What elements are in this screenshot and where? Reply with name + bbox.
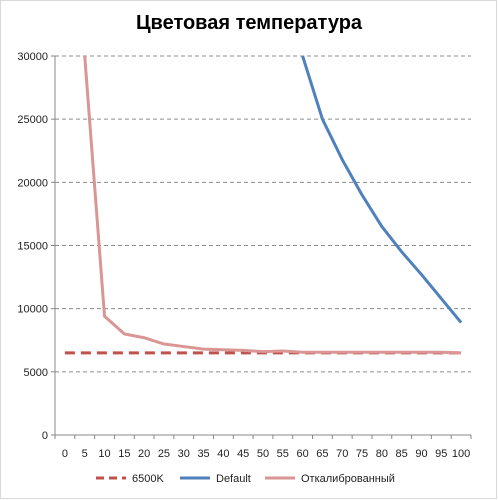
y-tick-label: 25000 [17,114,48,126]
x-tick-label: 65 [316,448,328,460]
x-tick-label: 5 [82,448,88,460]
x-tick-label: 20 [138,448,150,460]
x-tick-label: 10 [98,448,110,460]
legend-label: Откалиброванный [301,473,395,485]
y-tick-label: 5000 [24,367,48,379]
legend-label: Default [216,473,251,485]
x-tick-label: 35 [197,448,209,460]
x-tick-label: 55 [277,448,289,460]
x-tick-label: 60 [296,448,308,460]
x-tick-label: 50 [257,448,269,460]
legend: 6500K Default Откалиброванный [96,473,395,485]
x-tick-label: 40 [217,448,229,460]
y-tick-label: 20000 [17,177,48,189]
y-tick-labels: 0 5000 10000 15000 20000 25000 30000 [17,51,48,442]
series-line-1 [301,55,463,324]
y-tick-label: 15000 [17,241,48,253]
series-lines [64,55,463,355]
x-tick-label: 75 [356,448,368,460]
y-tick-label: 30000 [17,51,48,63]
legend-label: 6500K [132,473,164,485]
x-tick-label: 0 [62,448,68,460]
x-tick-labels: 0 5 10 15 20 25 30 35 40 45 50 55 60 65 70 75 80 85 90 95 10… [62,448,470,460]
x-tick-label: 100 [452,448,470,460]
y-tick-label: 10000 [17,304,48,316]
x-tick-label: 85 [396,448,408,460]
x-tick-label: 95 [435,448,447,460]
x-tick-label: 70 [336,448,348,460]
x-tick-label: 45 [237,448,249,460]
x-tick-label: 30 [178,448,190,460]
x-tick-label: 25 [158,448,170,460]
x-tick-label: 15 [118,448,130,460]
x-tick-label: 90 [415,448,427,460]
chart-title: Цветовая температура [135,12,363,34]
axes [51,55,472,439]
gridlines [55,55,471,373]
y-tick-label: 0 [42,430,48,442]
x-tick-label: 80 [376,448,388,460]
series-line-2 [83,55,462,355]
